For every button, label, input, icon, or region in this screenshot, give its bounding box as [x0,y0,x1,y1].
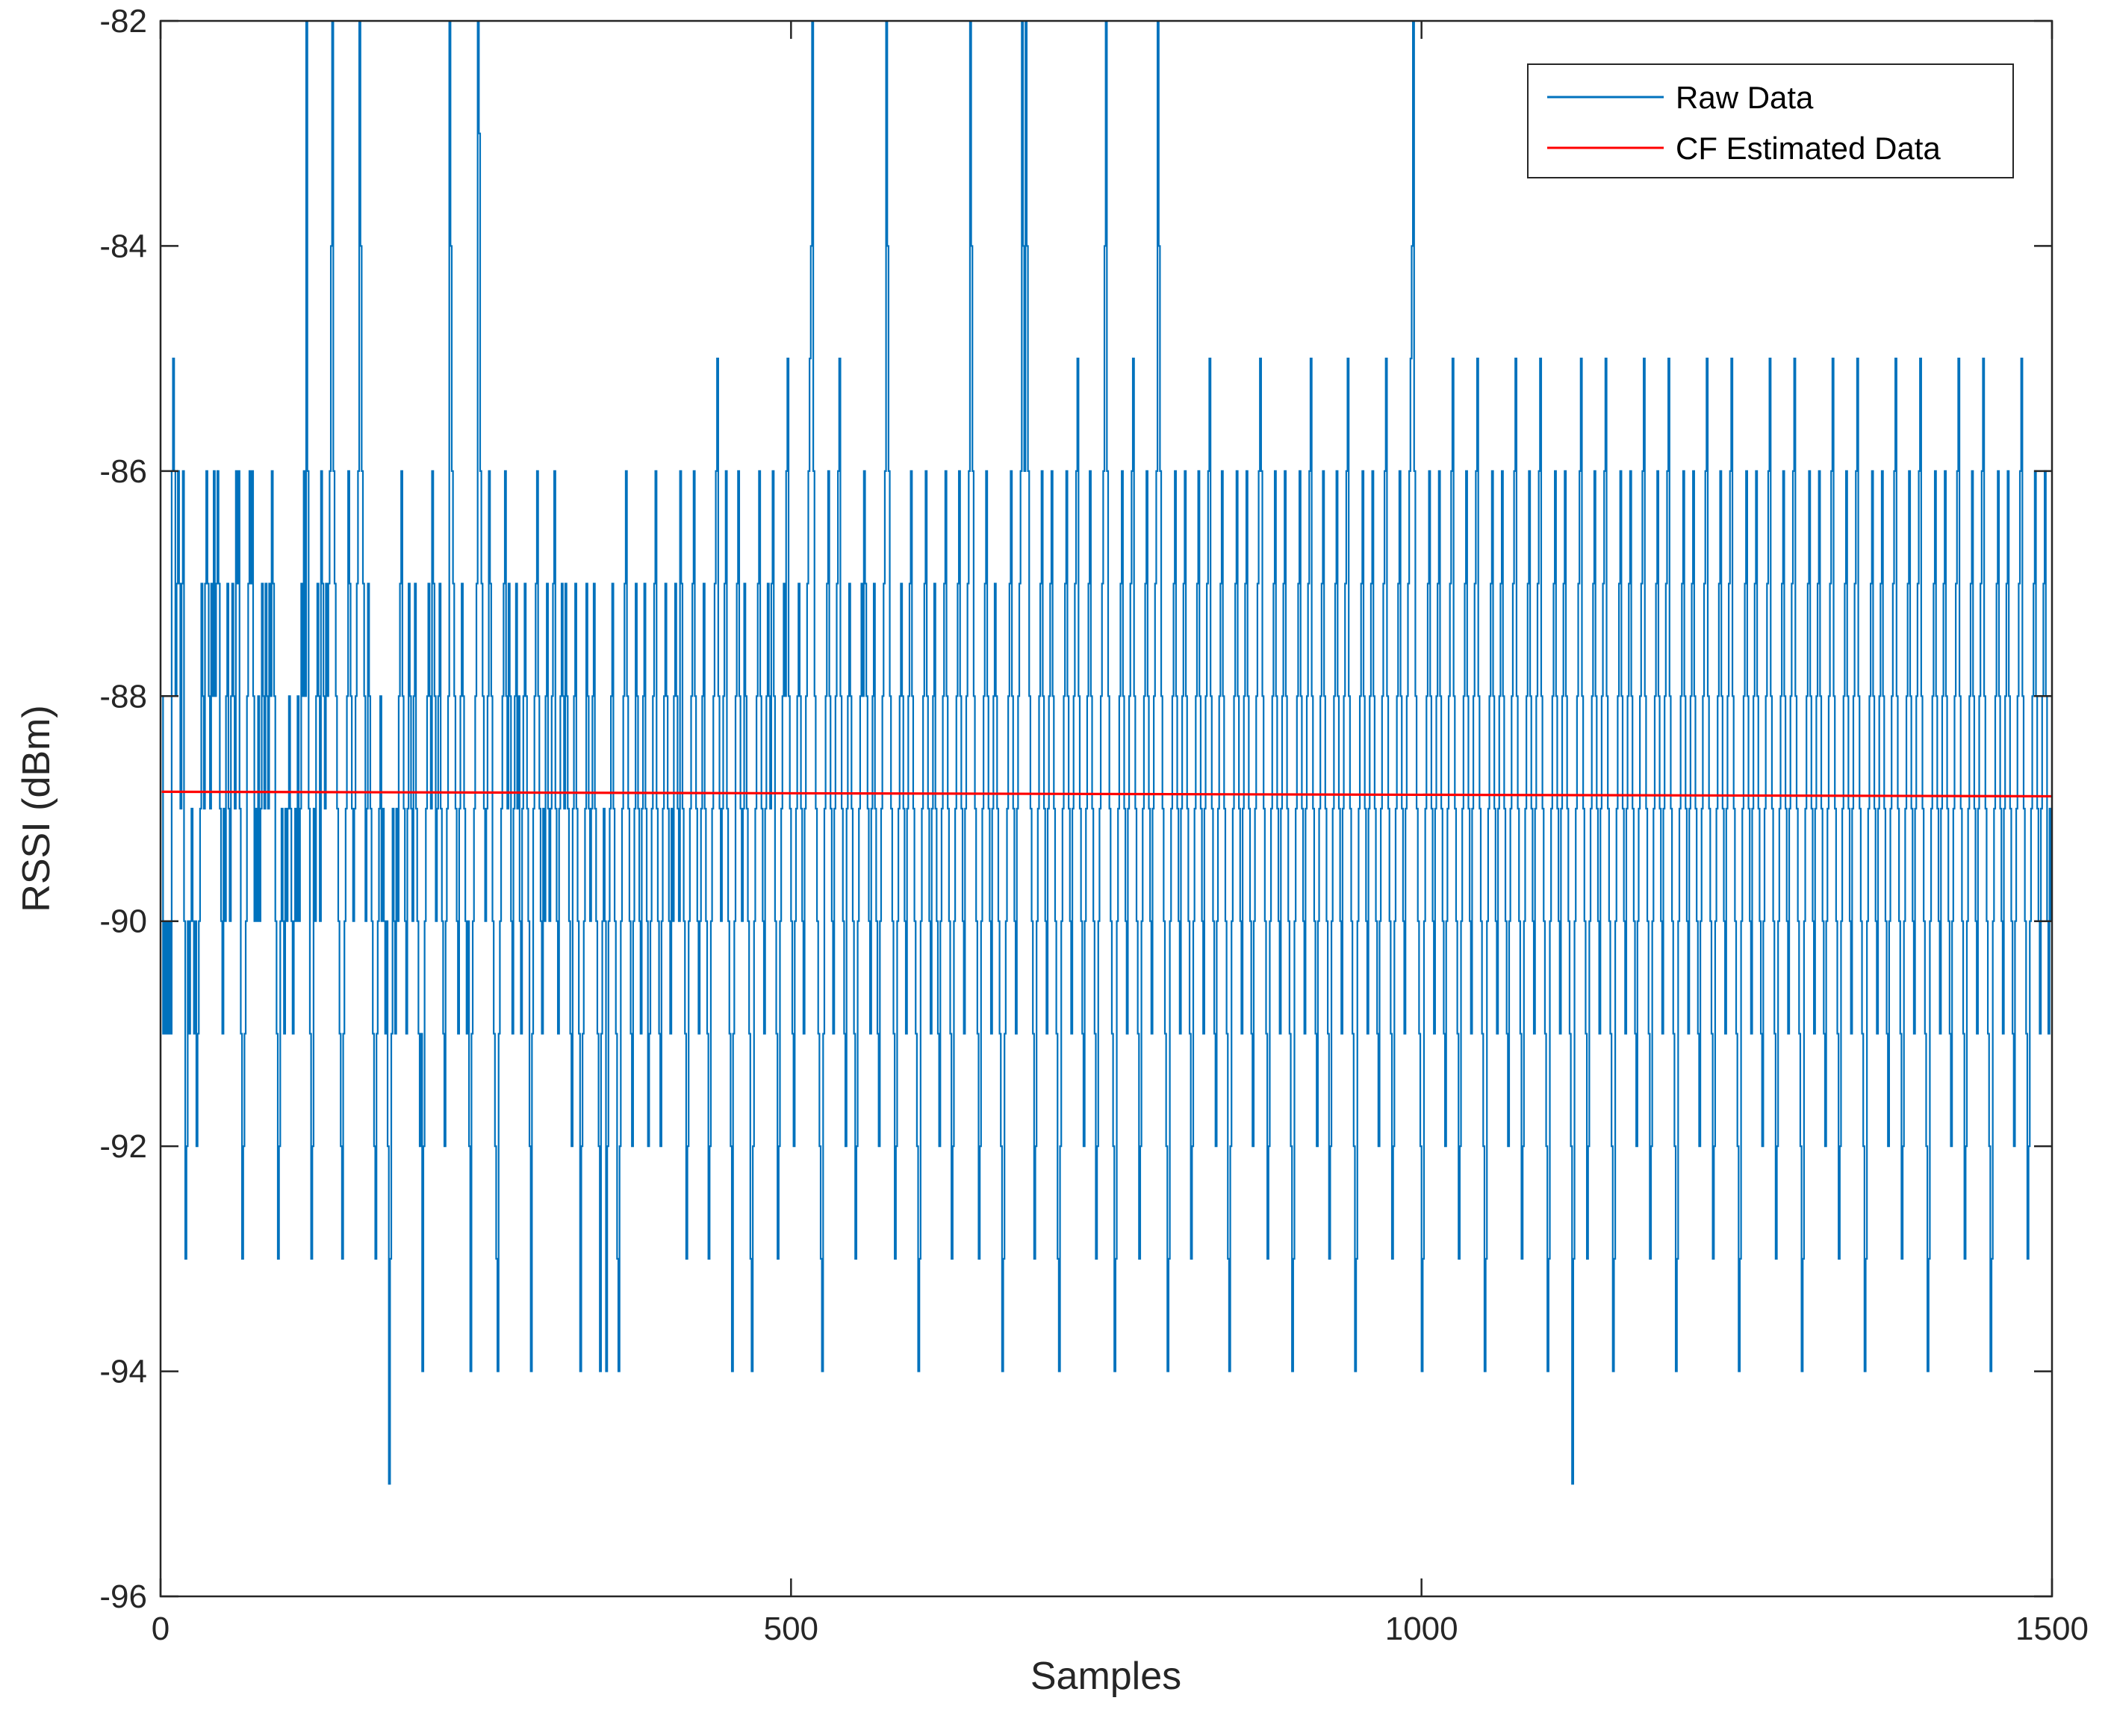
y-axis-title: RSSI (dBm) [15,705,58,912]
y-tick-label: -82 [99,3,147,40]
y-tick-label: -84 [99,228,147,264]
legend-label-cf-estimated-data: CF Estimated Data [1676,131,1941,166]
legend-box [1527,63,2014,178]
series-layer [161,21,2052,1485]
plot-area [159,19,2053,1598]
series-line-raw-data [161,21,2052,1485]
x-tick-label: 1500 [2015,1611,2089,1647]
x-axis-title: Samples [1030,1655,1181,1698]
x-axis-ticks: 0 500 1000 1500 [152,21,2089,1647]
x-tick-label: 500 [764,1611,818,1647]
y-tick-label: -92 [99,1128,147,1165]
legend-label-raw-data: Raw Data [1676,80,1814,115]
x-tick-label: 0 [152,1611,170,1647]
y-tick-label: -88 [99,678,147,715]
x-tick-label: 1000 [1385,1611,1458,1647]
series-line-cf-estimated-data [161,790,2052,798]
y-tick-label: -86 [99,453,147,490]
y-tick-label: -94 [99,1354,147,1390]
y-tick-label: -96 [99,1578,147,1615]
legend: Raw Data CF Estimated Data [1527,63,2014,178]
axes-box [159,19,2053,1598]
y-axis-ticks: -96 -94 -92 -90 -88 -86 -84 -82 [99,3,2052,1615]
y-tick-label: -90 [99,903,147,940]
